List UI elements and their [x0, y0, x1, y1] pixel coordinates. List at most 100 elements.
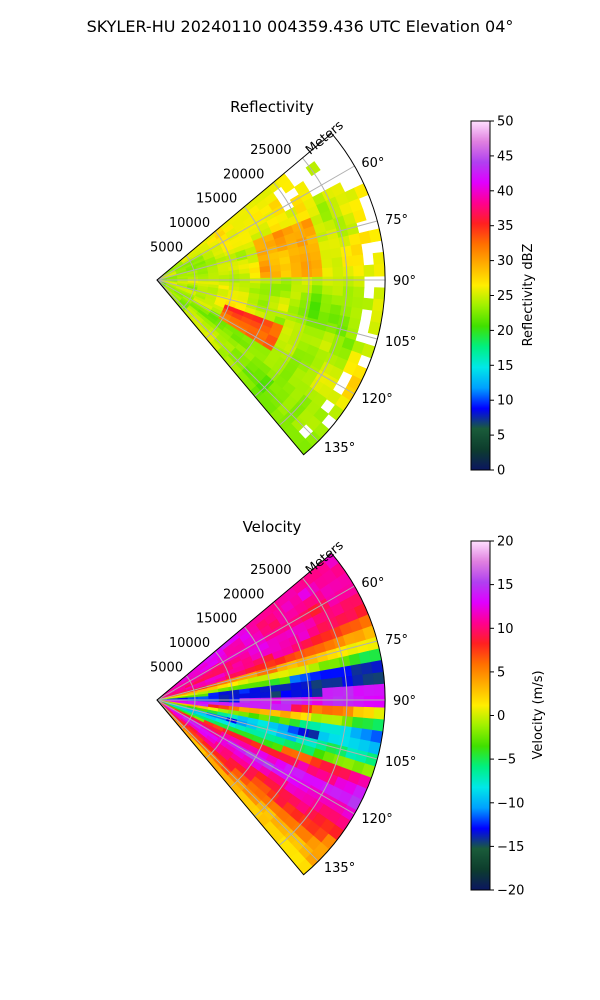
colorbar-tick-label: 40 — [497, 184, 514, 199]
field-cell — [229, 693, 241, 700]
field-cell — [321, 258, 334, 269]
field-cell — [229, 278, 241, 284]
field-cell — [342, 265, 355, 278]
field-cell — [301, 704, 313, 714]
field-cell — [312, 276, 324, 287]
field-cell — [301, 696, 313, 706]
azimuth-tick-label: 135° — [324, 441, 355, 456]
field-cell — [341, 675, 354, 688]
field-cell — [331, 715, 344, 727]
reflectivity-colorbar: 0 5 10 15 20 25 30 35 40 45 50 Reflectivity dBZ — [470, 115, 536, 479]
field-cell — [342, 706, 355, 718]
colorbar-tick-label: 10 — [497, 622, 514, 637]
field-cell — [260, 691, 272, 699]
field-cell — [300, 680, 313, 691]
field-cell — [340, 245, 353, 258]
field-cell — [330, 247, 343, 259]
field-cell — [249, 272, 261, 279]
reflectivity-colorbar-label: Reflectivity dBZ — [521, 244, 536, 347]
field-cell — [301, 268, 313, 278]
colorbar-tick-label: 15 — [497, 578, 514, 593]
radial-tick-label: 20000 — [223, 587, 264, 602]
azimuth-tick-label: 105° — [385, 755, 416, 770]
field-cell — [372, 298, 385, 313]
field-cell — [280, 704, 292, 713]
field-cell — [350, 663, 364, 677]
range-ring — [205, 650, 234, 759]
colorbar-tick-label: 20 — [497, 324, 514, 339]
field-cell — [249, 697, 261, 704]
field-cell — [341, 295, 354, 308]
range-ring — [229, 206, 272, 368]
field-cell — [249, 267, 261, 274]
radial-tick-label: 5000 — [150, 241, 183, 256]
field-cell — [239, 698, 251, 704]
field-cell — [249, 277, 261, 284]
field-cell — [351, 716, 364, 730]
field-cell — [301, 284, 313, 294]
field-cell — [331, 256, 344, 269]
azimuth-spoke — [156, 279, 319, 442]
field-cell — [239, 273, 251, 279]
field-cell — [280, 697, 293, 706]
field-cell — [353, 276, 365, 288]
field-cell — [311, 705, 324, 715]
field-cell — [363, 706, 375, 720]
field-cell — [319, 249, 333, 261]
radial-tick-label: 15000 — [196, 612, 237, 627]
range-ring — [205, 230, 234, 339]
field-cell — [290, 681, 303, 691]
velocity-radial-ticks: 5000 10000 15000 20000 25000 — [150, 563, 291, 676]
reflectivity-radial-label: Meters — [303, 118, 347, 158]
field-cell — [270, 277, 282, 285]
field-cell — [280, 270, 293, 279]
field-cell — [270, 697, 282, 705]
radial-tick-label: 10000 — [169, 636, 210, 651]
reflectivity-grid — [156, 132, 386, 456]
range-ring — [254, 601, 310, 817]
field-cell — [352, 208, 367, 224]
field-cell — [218, 694, 230, 700]
field-cell — [372, 671, 385, 686]
azimuth-tick-label: 120° — [361, 812, 392, 827]
field-cell — [249, 692, 261, 699]
reflectivity-field — [157, 161, 386, 455]
reflectivity-title: Reflectivity — [230, 98, 314, 116]
azimuth-tick-label: 105° — [385, 335, 416, 350]
velocity-grid — [156, 552, 386, 876]
field-cell — [208, 695, 220, 700]
azimuth-tick-label: 120° — [361, 392, 392, 407]
field-cell — [331, 676, 344, 689]
velocity-colorbar-ticks: −20 −15 −10 −5 0 5 10 15 20 — [490, 535, 524, 899]
range-ring — [278, 157, 348, 426]
colorbar-tick-label: 45 — [497, 149, 514, 164]
reflectivity-azimuth-ticks: 60° 75° 90° 105° 120° 135° — [324, 156, 416, 456]
field-cell — [290, 261, 303, 271]
field-cell — [310, 679, 323, 690]
field-cell — [319, 669, 333, 681]
field-cell — [259, 685, 272, 694]
field-cell — [352, 674, 365, 687]
colorbar-tick-label: 35 — [497, 219, 514, 234]
field-cell — [309, 670, 322, 682]
colorbar-tick-label: 50 — [497, 115, 514, 130]
field-cell — [361, 717, 375, 731]
field-cell — [311, 268, 324, 278]
azimuth-spoke — [156, 279, 378, 340]
field-cell — [353, 685, 365, 697]
colorbar-tick-label: 5 — [497, 665, 505, 680]
field-cell — [331, 295, 344, 307]
colorbar-tick-label: −20 — [497, 884, 524, 899]
field-cell — [332, 696, 344, 707]
field-cell — [300, 260, 313, 271]
colorbar-tick-label: −10 — [497, 796, 524, 811]
colorbar-tick-label: −5 — [497, 753, 516, 768]
field-cell — [322, 696, 334, 707]
field-cell — [341, 715, 354, 728]
azimuth-spoke — [156, 699, 355, 815]
field-cell — [341, 255, 354, 268]
velocity-colorbar-strip — [470, 540, 491, 891]
field-cell — [353, 696, 365, 708]
